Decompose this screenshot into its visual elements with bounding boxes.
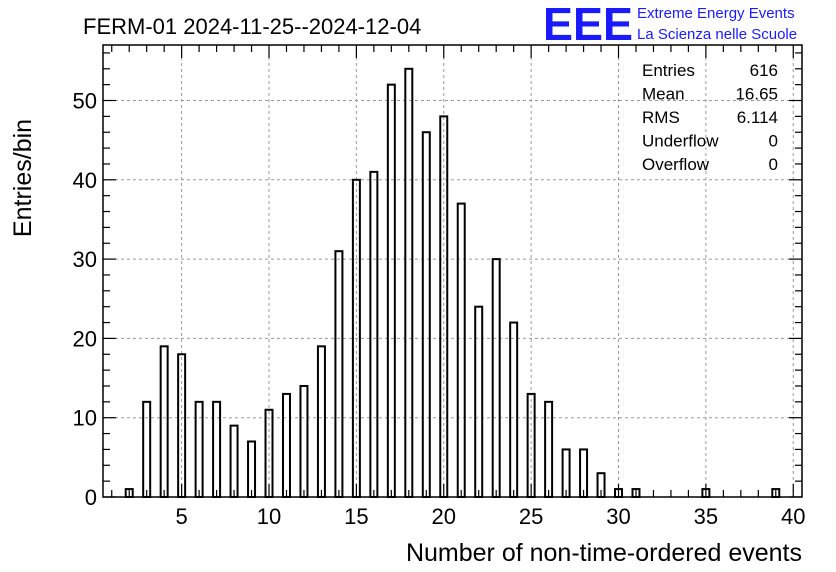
histogram-bar	[229, 424, 239, 499]
x-tick-label: 15	[344, 504, 368, 529]
histogram-bar	[561, 448, 571, 498]
histogram-bar	[456, 202, 466, 498]
y-tick-label: 0	[85, 485, 97, 510]
histogram-bar	[142, 400, 152, 498]
stats-value: 616	[750, 61, 778, 80]
logo-line-1: Extreme Energy Events	[637, 5, 795, 22]
histogram-bar	[316, 345, 326, 499]
x-tick-label: 40	[781, 504, 805, 529]
y-axis-label: Entries/bin	[9, 119, 37, 237]
histogram-bar	[159, 345, 169, 499]
histogram-bar	[369, 170, 379, 498]
histogram-bar	[212, 400, 222, 498]
histogram-bar	[404, 67, 414, 499]
x-axis-label: Number of non-time-ordered events	[406, 539, 802, 567]
histogram-bar	[579, 448, 589, 498]
x-tick-label: 20	[432, 504, 456, 529]
histogram-bar	[194, 400, 204, 498]
histogram-bar	[299, 384, 309, 498]
y-tick-label: 10	[73, 406, 97, 431]
stats-value: 0	[769, 155, 778, 174]
histogram-bar	[509, 321, 519, 498]
stats-label: RMS	[642, 108, 680, 127]
logo-line-2: La Scienza nelle Scuole	[637, 26, 797, 43]
x-tick-label: 25	[519, 504, 543, 529]
x-tick-labels: 5 10 15 20 25 30 35 40	[176, 504, 806, 529]
y-tick-label: 50	[73, 89, 97, 114]
stats-value: 0	[769, 132, 778, 151]
histogram-bar	[526, 392, 536, 499]
logo-mark: EEE	[543, 0, 633, 50]
axes	[102, 44, 803, 498]
stats-box: Entries 616 Mean 16.65 RMS 6.114 Underflow 0 Ove…	[642, 61, 778, 174]
histogram-bar	[474, 305, 484, 498]
chart-title: FERM-01 2024-11-25--2024-12-04	[83, 14, 421, 39]
stats-value: 6.114	[737, 108, 778, 127]
stats-label: Entries	[642, 61, 695, 80]
histogram-bar	[544, 400, 554, 498]
histogram-bar	[281, 392, 291, 499]
stats-label: Underflow	[642, 132, 719, 151]
x-tick-label: 10	[257, 504, 281, 529]
stats-label: Mean	[642, 85, 685, 104]
histogram-bar	[334, 250, 344, 498]
histogram-bar	[247, 440, 257, 499]
histogram-bar	[491, 258, 501, 498]
stats-label: Overflow	[642, 155, 710, 174]
x-tick-label: 30	[606, 504, 630, 529]
y-tick-labels: 0 10 20 30 40 50	[73, 89, 97, 510]
x-tick-label: 5	[176, 504, 188, 529]
y-tick-label: 40	[73, 168, 97, 193]
grid	[103, 45, 802, 497]
x-tick-label: 35	[694, 504, 718, 529]
y-tick-label: 30	[73, 247, 97, 272]
histogram-bar	[386, 83, 396, 499]
stats-value: 16.65	[735, 85, 778, 104]
plot-frame	[102, 44, 803, 498]
eee-logo: EEE Extreme Energy Events La Scienza nel…	[543, 0, 797, 50]
y-tick-label: 20	[73, 326, 97, 351]
histogram-bar	[421, 131, 431, 499]
